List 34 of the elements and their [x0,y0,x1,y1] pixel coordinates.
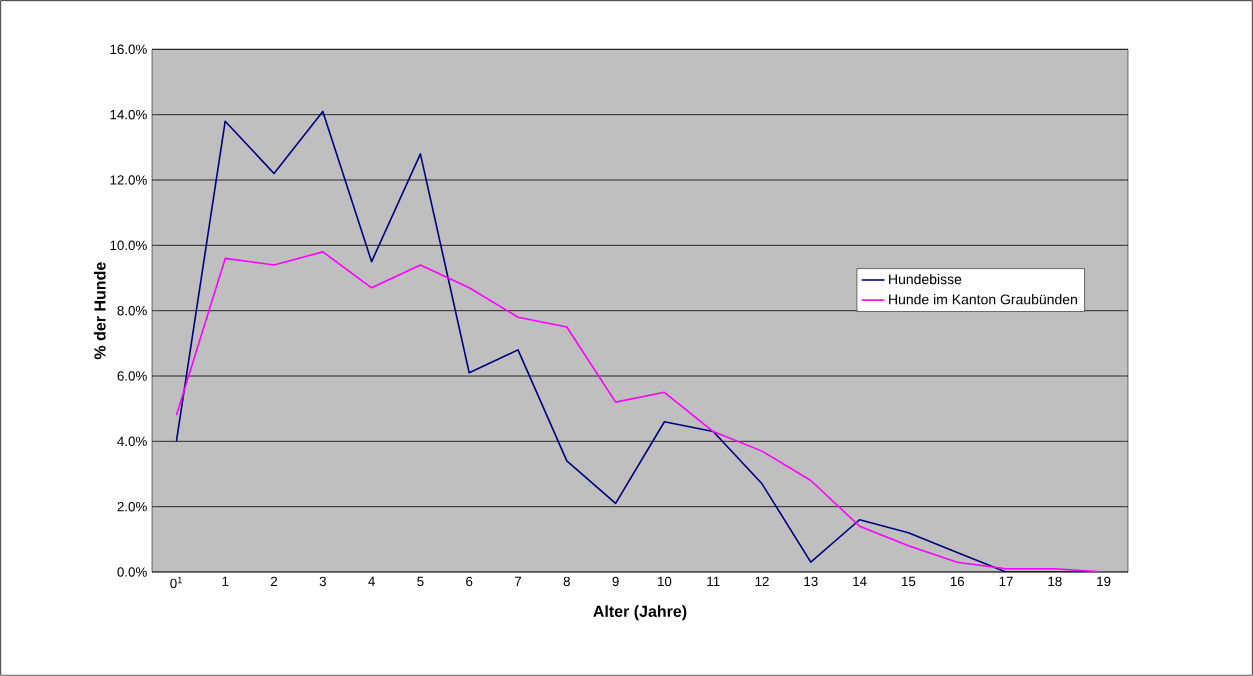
x-tick-label: 0$^{1}$ [170,576,182,589]
y-tick-label: 10.0% [110,240,147,251]
x-tick-label: 2 [270,576,278,587]
x-tick-label: 13 [804,576,818,587]
x-tick-label: 7 [514,576,522,586]
y-axis-title: % der Hunde [93,262,106,360]
x-tick-label: 15 [902,576,916,587]
x-tick-label: 11 [707,576,720,586]
y-tick-label: 6.0% [117,371,147,381]
x-tick-label: 14 [853,576,867,586]
x-tick-label: 5 [417,576,424,587]
y-tick-label: 2.0% [117,501,147,512]
x-tick-label: 16 [950,576,965,587]
y-tick-label: 4.0% [117,436,147,447]
x-tick-label: 10 [658,576,672,587]
y-tick-label: 16.0% [110,44,147,55]
legend-label: Hundebisse [889,273,962,285]
x-tick-label: 12 [755,576,769,587]
y-tick-label: 12.0% [110,175,147,185]
x-tick-label: 6 [466,576,473,587]
x-tick-label: 1 [222,576,229,586]
x-tick-label: 9 [612,576,619,587]
x-tick-label: 17 [999,576,1013,586]
line-series [175,251,1105,572]
y-tick-label: 0.0% [117,567,147,577]
y-tick-label: 8.0% [117,305,147,316]
x-tick-label: 8 [563,576,570,587]
x-axis-title: Alter (Jahre) [593,605,687,621]
legend-label: Hunde im Kanton Graubünden [889,294,1077,305]
y-tick-label: 14.0% [110,109,147,120]
x-tick-label: 19 [1097,576,1111,587]
x-tick-label: 3 [319,576,326,587]
x-tick-label: 18 [1048,576,1062,587]
x-tick-label: 4 [368,576,375,586]
